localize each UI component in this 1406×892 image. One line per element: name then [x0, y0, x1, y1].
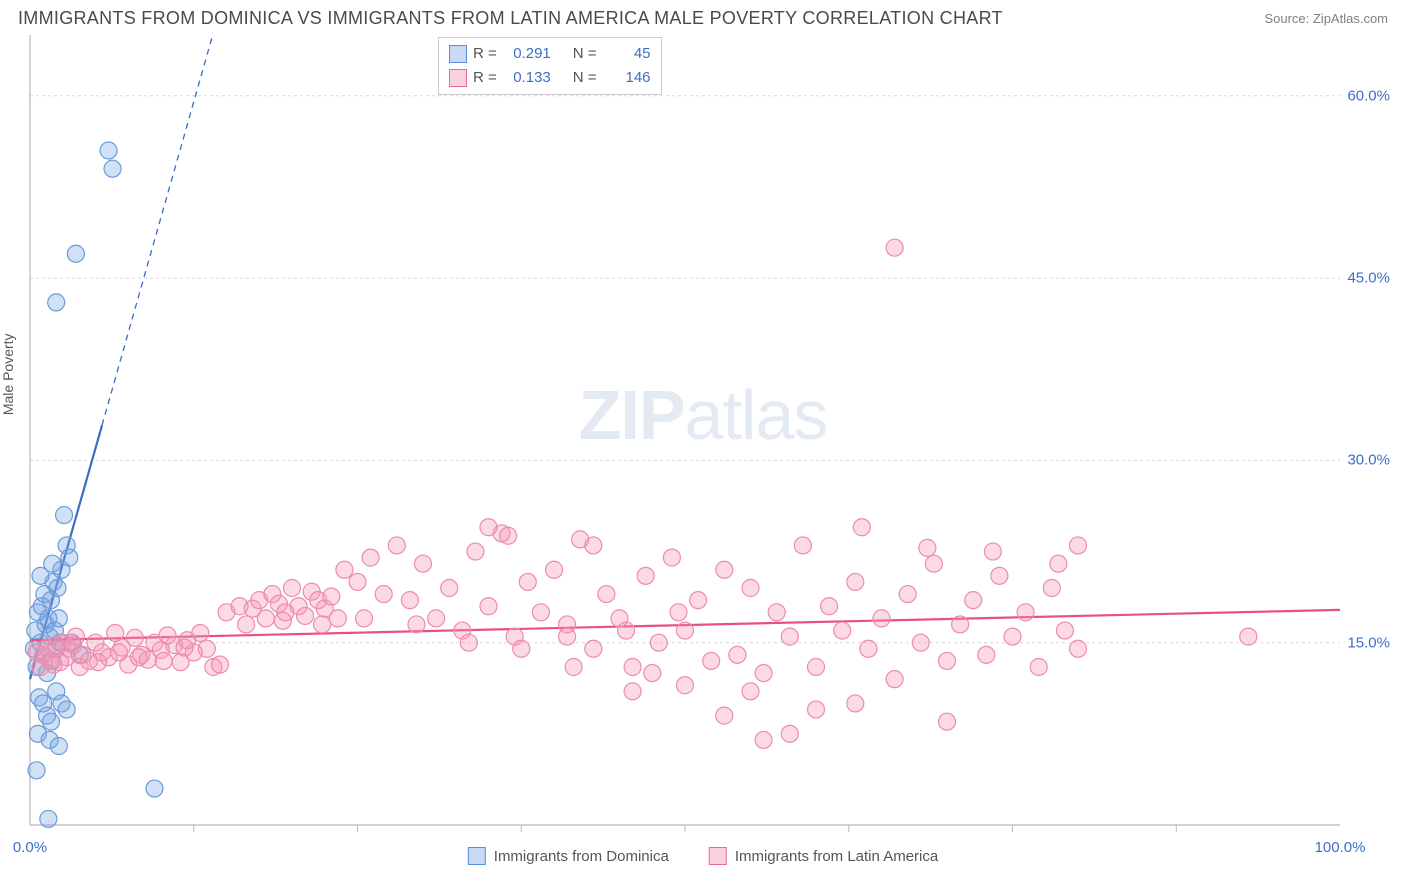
- y-tick-label: 15.0%: [1347, 634, 1390, 651]
- legend-item-dominica: Immigrants from Dominica: [468, 847, 669, 865]
- scatter-plot: [18, 33, 1388, 863]
- chart-source: Source: ZipAtlas.com: [1264, 11, 1388, 26]
- y-tick-label: 45.0%: [1347, 270, 1390, 287]
- y-tick-label: 30.0%: [1347, 452, 1390, 469]
- correlation-legend: R = 0.291 N = 45 R = 0.133 N = 146: [438, 37, 662, 95]
- swatch-blue: [449, 45, 467, 63]
- y-axis-label: Male Poverty: [0, 333, 16, 415]
- swatch-pink: [709, 847, 727, 865]
- y-tick-label: 60.0%: [1347, 87, 1390, 104]
- series-legend: Immigrants from Dominica Immigrants from…: [468, 847, 938, 865]
- legend-row-dominica: R = 0.291 N = 45: [449, 42, 651, 66]
- x-tick-label: 100.0%: [1315, 839, 1366, 856]
- legend-item-latin-america: Immigrants from Latin America: [709, 847, 938, 865]
- legend-row-latin-america: R = 0.133 N = 146: [449, 66, 651, 90]
- swatch-pink: [449, 69, 467, 87]
- chart-header: IMMIGRANTS FROM DOMINICA VS IMMIGRANTS F…: [0, 0, 1406, 33]
- x-tick-label: 0.0%: [13, 839, 47, 856]
- chart-area: Male Poverty ZIPatlas R = 0.291 N = 45 R…: [18, 33, 1388, 863]
- swatch-blue: [468, 847, 486, 865]
- chart-title: IMMIGRANTS FROM DOMINICA VS IMMIGRANTS F…: [18, 8, 1003, 29]
